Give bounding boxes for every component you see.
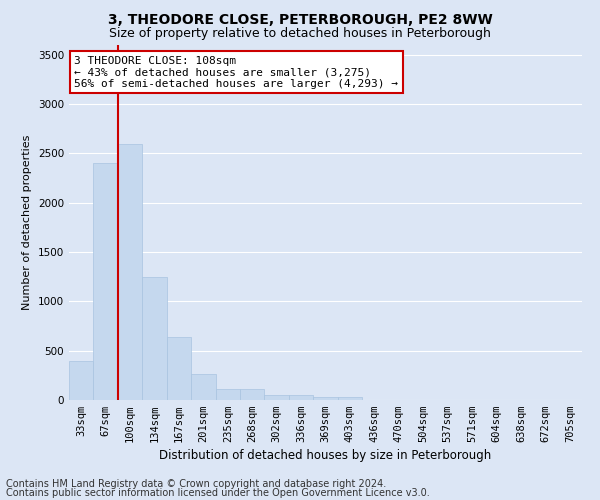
Bar xyxy=(240,389,265,400)
Bar xyxy=(265,394,289,400)
Bar xyxy=(338,396,362,400)
Bar xyxy=(142,276,167,400)
Bar xyxy=(118,144,142,400)
Y-axis label: Number of detached properties: Number of detached properties xyxy=(22,135,32,310)
Bar xyxy=(94,164,118,400)
Bar xyxy=(215,389,240,400)
Text: Contains HM Land Registry data © Crown copyright and database right 2024.: Contains HM Land Registry data © Crown c… xyxy=(6,479,386,489)
Bar xyxy=(289,394,313,400)
Text: 3, THEODORE CLOSE, PETERBOROUGH, PE2 8WW: 3, THEODORE CLOSE, PETERBOROUGH, PE2 8WW xyxy=(107,12,493,26)
Bar xyxy=(313,396,338,400)
X-axis label: Distribution of detached houses by size in Peterborough: Distribution of detached houses by size … xyxy=(160,450,491,462)
Text: Contains public sector information licensed under the Open Government Licence v3: Contains public sector information licen… xyxy=(6,488,430,498)
Bar xyxy=(167,337,191,400)
Bar xyxy=(69,360,94,400)
Bar xyxy=(191,374,215,400)
Text: Size of property relative to detached houses in Peterborough: Size of property relative to detached ho… xyxy=(109,28,491,40)
Text: 3 THEODORE CLOSE: 108sqm
← 43% of detached houses are smaller (3,275)
56% of sem: 3 THEODORE CLOSE: 108sqm ← 43% of detach… xyxy=(74,56,398,89)
